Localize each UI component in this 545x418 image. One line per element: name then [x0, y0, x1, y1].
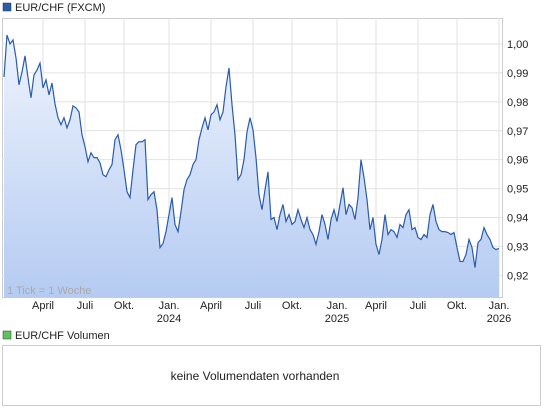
x-tick-label: Juli	[245, 300, 262, 312]
volume-frame	[2, 345, 541, 406]
area	[4, 35, 499, 297]
x-tick-label: April	[32, 300, 54, 312]
y-tick-label: 0,92	[507, 270, 528, 282]
volume-message: keine Volumendaten vorhanden	[171, 369, 340, 383]
x-tick-label: April	[365, 300, 387, 312]
x-tick-label: Okt.	[114, 300, 134, 312]
x-tick-label: Okt.	[282, 300, 302, 312]
y-tick-label: 0,97	[507, 126, 528, 138]
legend-label: EUR/CHF Volumen	[15, 330, 110, 342]
x-tick-label: Jan. 2025	[325, 300, 349, 325]
y-tick-label: 0,94	[507, 212, 528, 224]
y-tick-label: 1,00	[507, 39, 528, 51]
x-tick-label: Jan. 2026	[487, 300, 511, 325]
y-tick-label: 0,99	[507, 68, 528, 80]
y-tick-label: 0,93	[507, 241, 528, 253]
y-tick-label: 0,95	[507, 184, 528, 196]
y-tick-label: 0,98	[507, 97, 528, 109]
legend-label: EUR/CHF (FXCM)	[15, 2, 105, 14]
x-tick-label: Juli	[410, 300, 427, 312]
x-tick-label: Jan. 2024	[157, 300, 181, 325]
x-tick-label: Juli	[77, 300, 94, 312]
legend-swatch	[2, 2, 12, 12]
y-tick-label: 0,96	[507, 155, 528, 167]
x-tick-label: Okt.	[447, 300, 467, 312]
legend-swatch	[2, 330, 12, 340]
x-tick-label: April	[200, 300, 222, 312]
line	[3, 34, 500, 268]
tick-note: 1 Tick = 1 Woche	[7, 285, 91, 297]
